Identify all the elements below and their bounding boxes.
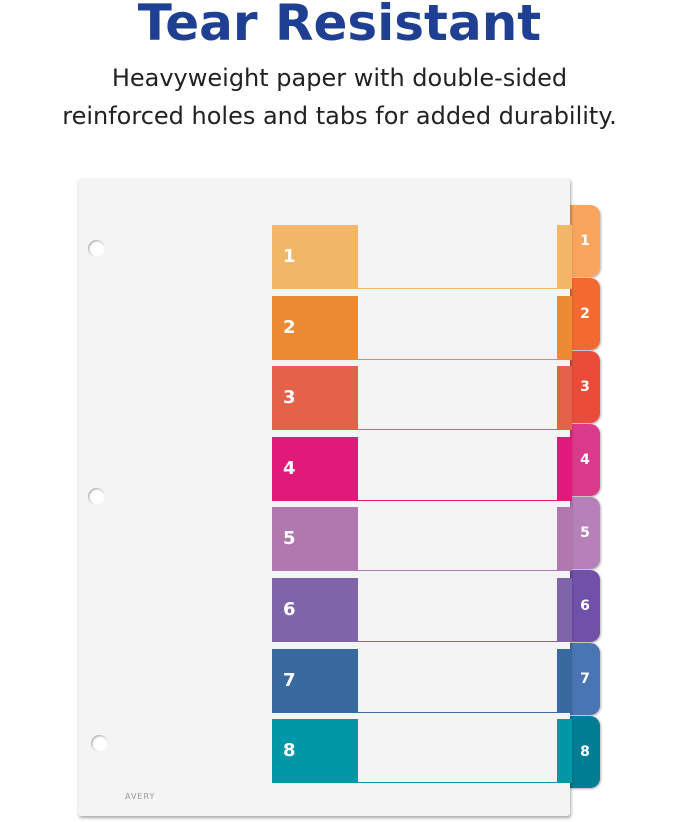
subheading-line-1: Heavyweight paper with double-sided	[111, 64, 568, 92]
toc-entry-line	[358, 641, 557, 642]
toc-row: 7	[272, 648, 572, 713]
toc-row: 5	[272, 507, 572, 572]
divider-tab: 4	[570, 424, 600, 496]
toc-page-strip	[557, 507, 572, 572]
toc-row: 3	[272, 366, 572, 431]
toc-row: 2	[272, 295, 572, 360]
divider-tab: 6	[570, 570, 600, 642]
punch-hole	[91, 735, 108, 752]
toc-number-block: 2	[272, 295, 358, 360]
toc-page-strip	[557, 578, 572, 642]
toc-number-block: 7	[272, 648, 358, 713]
divider-tab: 3	[570, 351, 600, 423]
toc-entry-line	[358, 499, 557, 501]
subheading-line-2: reinforced holes and tabs for added dura…	[62, 102, 617, 130]
divider-tab: 5	[570, 497, 600, 569]
toc-row: 8	[272, 719, 572, 784]
toc-page-strip	[557, 295, 572, 360]
toc-page-strip	[557, 648, 572, 713]
toc-page-strip	[557, 436, 572, 501]
divider-tab: 2	[570, 278, 600, 350]
avery-logo: AVERY	[125, 792, 156, 801]
toc-row: 4	[272, 436, 572, 501]
punch-hole	[88, 488, 105, 505]
divider-tab: 1	[570, 205, 600, 277]
toc-entry-line	[358, 711, 557, 713]
toc-row: 6	[272, 578, 572, 642]
toc-number-block: 4	[272, 436, 358, 501]
heading: Tear Resistant	[137, 0, 542, 52]
toc-entry-line	[358, 782, 557, 784]
toc-entry-line	[358, 288, 557, 289]
toc-entry-line	[358, 570, 557, 572]
toc-page-strip	[557, 366, 572, 431]
divider-tab: 8	[570, 716, 600, 788]
toc-number-block: 1	[272, 225, 358, 289]
toc-page-strip	[557, 225, 572, 289]
toc-page-strip	[557, 719, 572, 784]
punch-hole	[88, 240, 105, 257]
toc-number-block: 6	[272, 578, 358, 642]
toc-entry-line	[358, 429, 557, 431]
toc-number-block: 3	[272, 366, 358, 431]
toc-number-block: 8	[272, 719, 358, 784]
divider-tab: 7	[570, 643, 600, 715]
toc-entry-line	[358, 358, 557, 360]
toc-number-block: 5	[272, 507, 358, 572]
toc-row: 1	[272, 225, 572, 289]
